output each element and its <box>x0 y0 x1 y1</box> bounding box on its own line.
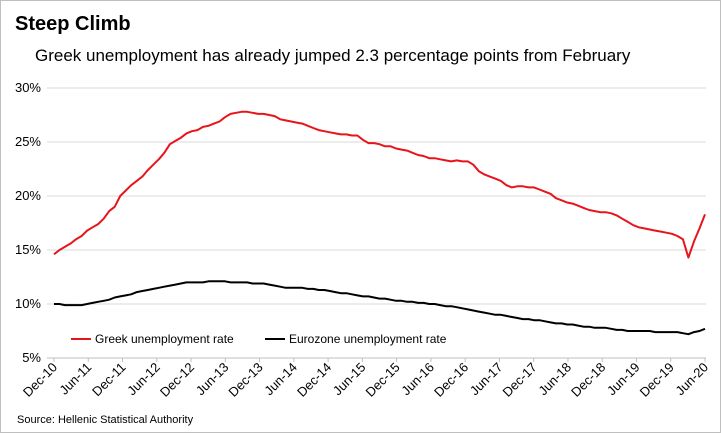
x-tick-label: Jun-12 <box>124 360 163 399</box>
x-tick-label: Jun-20 <box>672 360 711 399</box>
legend-label: Eurozone unemployment rate <box>289 332 447 346</box>
x-tick-label: Jun-15 <box>330 360 369 399</box>
chart-title: Steep Climb <box>15 13 131 35</box>
x-tick-label: Jun-14 <box>261 360 300 399</box>
gridlines <box>47 87 706 305</box>
y-tick-label: 5% <box>22 350 41 365</box>
x-tick-label: Jun-13 <box>193 360 232 399</box>
x-tick-label: Dec-15 <box>363 360 403 400</box>
x-tick-label: Jun-18 <box>535 360 574 399</box>
x-tick-label: Jun-19 <box>604 360 643 399</box>
series-lines <box>53 110 706 336</box>
y-axis: 5% 10% 15% 20% 25% 30% <box>15 80 41 365</box>
x-tick-label: Dec-10 <box>20 360 60 400</box>
x-tick-label: Dec-11 <box>89 360 129 400</box>
x-tick-label: Jun-17 <box>467 360 506 399</box>
y-tick-label: 30% <box>15 80 41 95</box>
series-line-1 <box>54 280 706 336</box>
legend-label: Greek unemployment rate <box>95 332 234 346</box>
x-tick-label: Dec-14 <box>294 360 334 400</box>
y-tick-label: 20% <box>15 188 41 203</box>
x-tick-label: Dec-19 <box>637 360 677 400</box>
x-tick-label: Jun-16 <box>398 360 437 399</box>
x-tick-label: Dec-18 <box>568 360 608 400</box>
chart-subtitle: Greek unemployment has already jumped 2.… <box>35 46 631 65</box>
legend: Greek unemployment rate Eurozone unemploy… <box>71 332 447 346</box>
x-tick-label: Dec-16 <box>431 360 471 400</box>
x-tick-label: Jun-11 <box>56 360 94 398</box>
series-line-0 <box>53 110 706 259</box>
y-tick-label: 15% <box>15 242 41 257</box>
source-note: Source: Hellenic Statistical Authority <box>17 414 194 426</box>
y-tick-label: 10% <box>15 296 41 311</box>
x-tick-label: Dec-12 <box>157 360 197 400</box>
x-tick-label: Dec-17 <box>500 360 540 400</box>
x-axis: Dec-10Jun-11Dec-11Jun-12Dec-12Jun-13Dec-… <box>20 357 711 400</box>
x-tick-label: Dec-13 <box>225 360 265 400</box>
y-tick-label: 25% <box>15 134 41 149</box>
